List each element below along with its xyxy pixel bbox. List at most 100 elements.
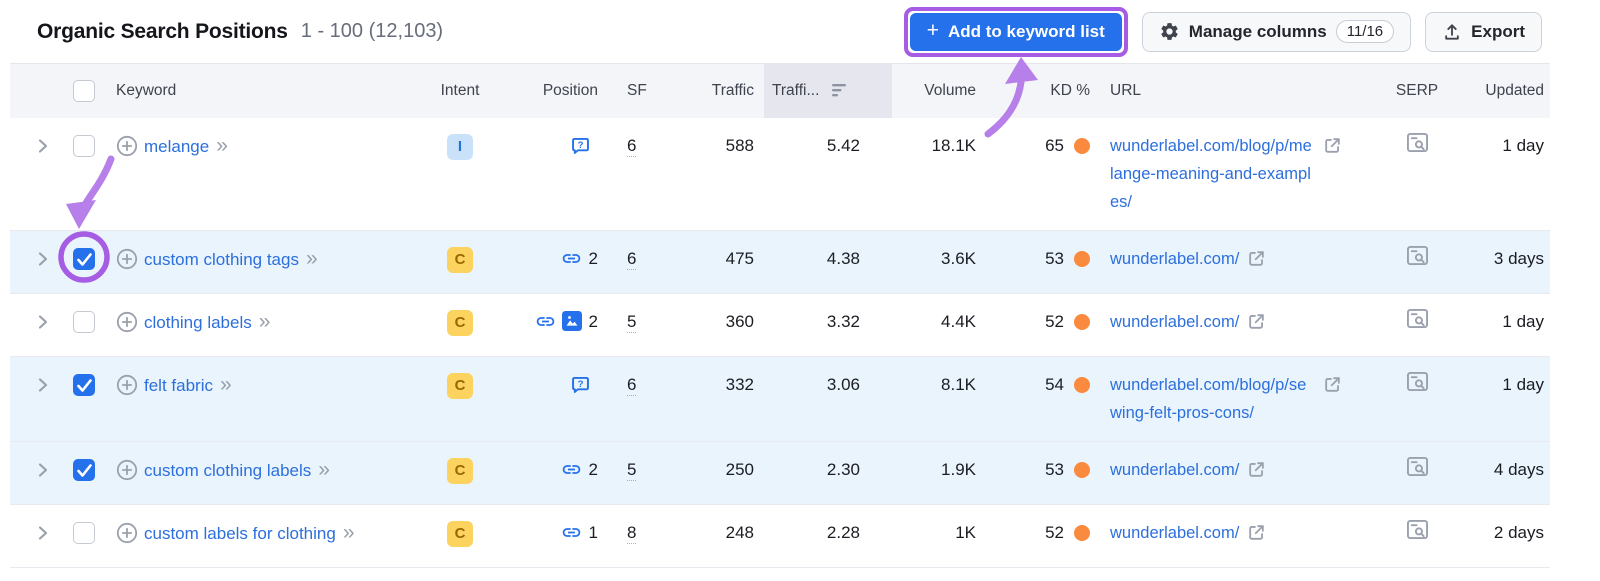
external-link-icon[interactable]	[1323, 375, 1342, 394]
serp-preview-icon[interactable]	[1406, 371, 1429, 392]
intent-badge: C	[447, 309, 473, 336]
external-link-icon[interactable]	[1323, 136, 1342, 155]
expand-row-chevron[interactable]	[36, 462, 50, 478]
kd-value: 52	[1045, 522, 1064, 542]
column-header-traffic[interactable]: Traffic	[664, 63, 764, 118]
traffic-pct-header-label: Traffi...	[772, 81, 820, 99]
serp-features-count[interactable]: 6	[627, 374, 637, 396]
column-header-select	[48, 63, 96, 118]
row-checkbox[interactable]	[73, 134, 95, 157]
column-header-updated[interactable]: Updated	[1448, 63, 1550, 118]
serp-features-count[interactable]: 6	[627, 135, 637, 157]
traffic-pct-value: 3.32	[764, 293, 892, 357]
send-to-icon[interactable]: »	[258, 309, 271, 333]
column-header-intent[interactable]: Intent	[416, 63, 504, 118]
keyword-text: custom labels for clothing	[144, 523, 336, 543]
position-icons	[561, 459, 582, 480]
traffic-value: 250	[664, 441, 764, 505]
table-row: clothing labels» C 2 5 360 3.32 4.4K 52 …	[10, 293, 1550, 357]
keyword-link[interactable]: custom labels for clothing »	[144, 519, 355, 548]
intent-badge: C	[447, 372, 473, 399]
position-value: 1	[588, 522, 598, 542]
serp-preview-icon[interactable]	[1406, 245, 1429, 266]
keyword-link[interactable]: custom clothing tags »	[144, 245, 318, 274]
keyword-link[interactable]: custom clothing labels »	[144, 456, 330, 485]
add-keyword-icon[interactable]	[116, 311, 138, 333]
expand-row-chevron[interactable]	[36, 251, 50, 267]
column-header-traffic-pct[interactable]: Traffi...	[764, 63, 892, 118]
url-link[interactable]: wunderlabel.com/blog/p/melange-meaning-a…	[1110, 136, 1312, 211]
traffic-pct-value: 2.30	[764, 441, 892, 505]
column-header-volume[interactable]: Volume	[892, 63, 984, 118]
expand-row-chevron[interactable]	[36, 314, 50, 330]
url-link[interactable]: wunderlabel.com/	[1110, 523, 1240, 542]
select-all-checkbox[interactable]	[73, 79, 95, 102]
serp-features-count[interactable]: 5	[627, 311, 637, 333]
row-checkbox[interactable]	[73, 373, 95, 396]
row-checkbox[interactable]	[73, 458, 95, 481]
add-to-keyword-list-button[interactable]: + Add to keyword list	[909, 12, 1122, 51]
send-to-icon[interactable]: »	[342, 520, 355, 544]
manage-columns-button[interactable]: Manage columns 11/16	[1141, 11, 1412, 52]
column-header-kd[interactable]: KD %	[984, 63, 1096, 118]
send-to-icon[interactable]: »	[219, 372, 232, 396]
serp-features-count[interactable]: 5	[627, 459, 637, 481]
send-to-icon[interactable]: »	[305, 246, 318, 270]
serp-features-count[interactable]: 6	[627, 248, 637, 270]
traffic-pct-value: 2.28	[764, 504, 892, 568]
keyword-link[interactable]: felt fabric »	[144, 371, 232, 400]
external-link-icon[interactable]	[1247, 249, 1266, 268]
serp-preview-icon[interactable]	[1406, 519, 1429, 540]
position-icons	[535, 311, 582, 332]
table-header-row: Keyword Intent Position SF Traffic Traff…	[10, 63, 1550, 118]
traffic-value: 360	[664, 293, 764, 357]
intent-badge: C	[447, 457, 473, 484]
row-checkbox[interactable]	[73, 310, 95, 333]
add-keyword-icon[interactable]	[116, 522, 138, 544]
results-range: 1 - 100 (12,103)	[300, 20, 444, 42]
keyword-link[interactable]: clothing labels »	[144, 308, 270, 337]
traffic-pct-value: 3.06	[764, 356, 892, 442]
updated-value: 2 days	[1448, 504, 1550, 568]
columns-count-badge: 11/16	[1335, 20, 1395, 43]
export-button[interactable]: Export	[1425, 11, 1542, 52]
column-header-url[interactable]: URL	[1096, 63, 1386, 118]
kd-difficulty-dot	[1074, 376, 1090, 393]
add-keyword-icon[interactable]	[116, 248, 138, 270]
volume-value: 1K	[892, 504, 984, 568]
table-row: custom labels for clothing » C 1 8 248 2.…	[10, 504, 1550, 568]
traffic-value: 332	[664, 356, 764, 442]
keyword-text: felt fabric	[144, 375, 213, 395]
serp-preview-icon[interactable]	[1406, 456, 1429, 477]
row-checkbox[interactable]	[73, 247, 95, 270]
add-keyword-icon[interactable]	[116, 135, 138, 157]
external-link-icon[interactable]	[1247, 312, 1266, 331]
serp-preview-icon[interactable]	[1406, 132, 1429, 153]
send-to-icon[interactable]: »	[318, 457, 330, 481]
column-header-position[interactable]: Position	[504, 63, 612, 118]
keyword-link[interactable]: melange »	[144, 132, 228, 161]
kd-value: 65	[1045, 135, 1064, 155]
url-link[interactable]: wunderlabel.com/	[1110, 460, 1240, 479]
export-label: Export	[1471, 21, 1525, 41]
column-header-sf[interactable]: SF	[612, 63, 664, 118]
expand-row-chevron[interactable]	[36, 138, 50, 154]
external-link-icon[interactable]	[1247, 460, 1266, 479]
serp-preview-icon[interactable]	[1406, 308, 1429, 329]
row-checkbox[interactable]	[73, 521, 95, 544]
position-icons	[561, 248, 582, 269]
expand-row-chevron[interactable]	[36, 377, 50, 393]
page-title: Organic Search Positions	[37, 19, 288, 43]
url-link[interactable]: wunderlabel.com/blog/p/sewing-felt-pros-…	[1110, 375, 1307, 422]
add-keyword-icon[interactable]	[116, 459, 138, 481]
url-link[interactable]: wunderlabel.com/	[1110, 249, 1240, 268]
kd-difficulty-dot	[1074, 250, 1090, 267]
serp-features-count[interactable]: 8	[627, 522, 637, 544]
send-to-icon[interactable]: »	[216, 133, 228, 157]
column-header-keyword[interactable]: Keyword	[96, 63, 416, 118]
url-link[interactable]: wunderlabel.com/	[1110, 312, 1240, 331]
external-link-icon[interactable]	[1247, 523, 1266, 542]
add-keyword-icon[interactable]	[116, 374, 138, 396]
kd-difficulty-dot	[1074, 461, 1090, 478]
expand-row-chevron[interactable]	[36, 525, 50, 541]
